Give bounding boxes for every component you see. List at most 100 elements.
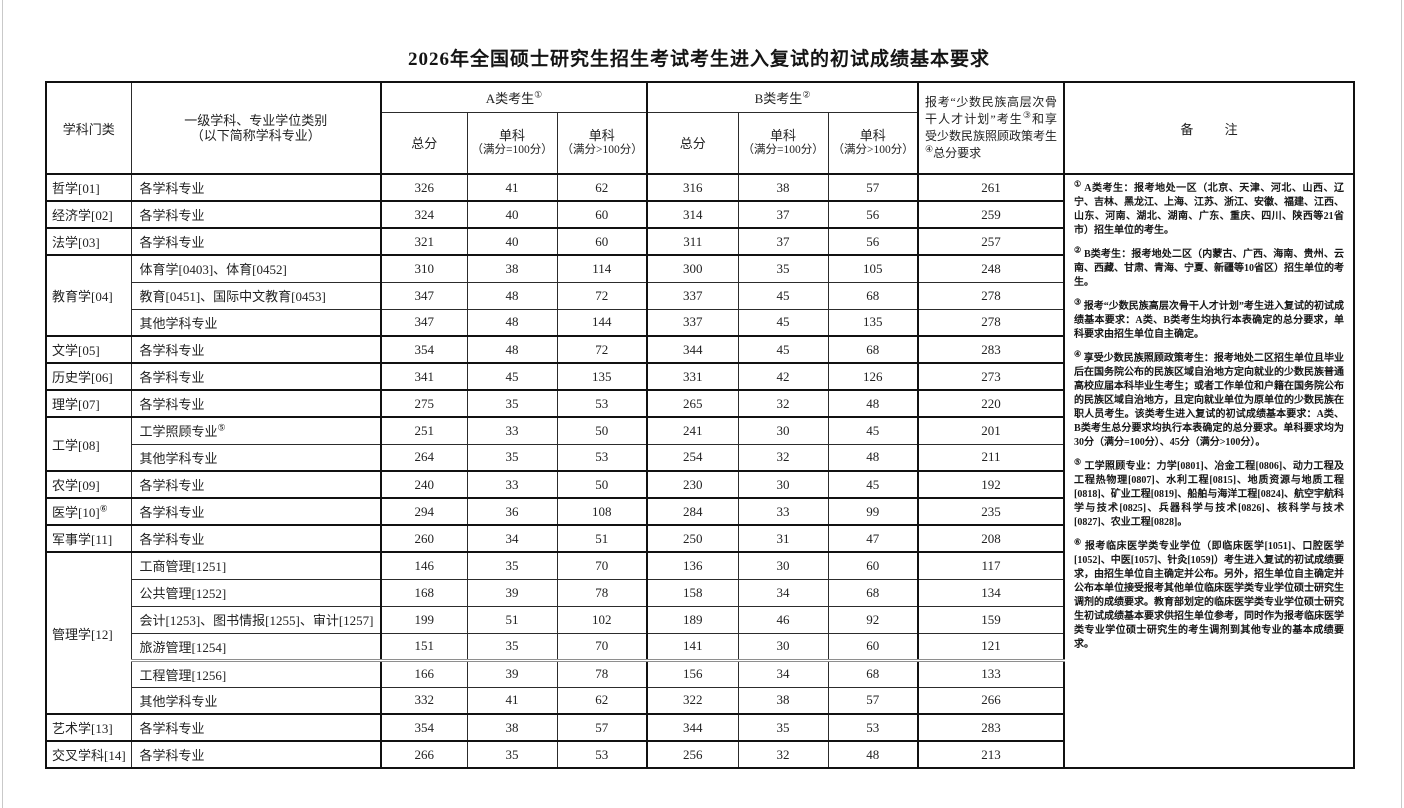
- single-eq100-sub: （满分=100分）: [471, 143, 553, 156]
- header-a-single-gt100: 单科 （满分>100分）: [556, 111, 648, 175]
- b-single-eq100-cell-text: 30: [776, 638, 790, 653]
- a-single-gt100-cell-text: 114: [592, 260, 612, 276]
- b-total-cell-text: 141: [683, 638, 703, 653]
- b-single-gt100-cell: 105: [827, 254, 919, 283]
- minority-total-cell: 257: [917, 227, 1065, 256]
- b-total-cell: 254: [646, 443, 739, 472]
- major-cell: 工程管理[1256]: [130, 658, 382, 688]
- b-total-cell-text: 322: [683, 692, 703, 708]
- minority-total-cell: 259: [917, 200, 1065, 229]
- b-total-cell: 230: [646, 470, 739, 499]
- single-label: 单科: [588, 127, 615, 143]
- a-single-eq100-cell: 35: [466, 389, 558, 418]
- minority-total-cell: 266: [917, 686, 1065, 715]
- note-paragraph: ⑤ 工学照顾专业：力学[0801]、冶金工程[0806]、动力工程及工程热物理[…: [1074, 457, 1345, 528]
- a-single-gt100-cell-text: 78: [595, 584, 609, 600]
- a-single-gt100-cell: 53: [556, 443, 648, 472]
- b-total-cell: 156: [646, 658, 739, 688]
- a-total-cell: 347: [380, 281, 468, 310]
- b-single-gt100-cell-text: 92: [866, 611, 880, 627]
- b-total-cell: 344: [646, 713, 739, 742]
- b-total-cell-text: 158: [683, 584, 703, 600]
- major-cell-text: 公共管理[1252]: [139, 586, 227, 601]
- a-total-cell-text: 326: [414, 179, 435, 195]
- b-single-gt100-cell: 48: [827, 740, 919, 769]
- a-total-cell-text: 310: [414, 260, 435, 276]
- major-cell-text: 体育学[0403]、体育[0452]: [139, 262, 287, 278]
- minority-total-cell-text: 117: [981, 557, 1001, 573]
- header-discipline-line1: 一级学科、专业学位类别: [184, 113, 328, 128]
- b-single-eq100-cell-text: 33: [776, 503, 790, 519]
- minority-total-cell: 201: [917, 416, 1065, 445]
- category-cell-text: 教育学[04]: [52, 289, 113, 304]
- minority-total-cell-text: 133: [981, 666, 1001, 681]
- category-cell: 法学[03]: [45, 227, 132, 256]
- b-total-cell-text: 337: [683, 287, 703, 303]
- minority-total-cell-text: 248: [981, 260, 1001, 276]
- b-single-gt100-cell-text: 45: [866, 476, 880, 492]
- a-single-gt100-cell: 60: [556, 227, 648, 256]
- a-total-cell-text: 168: [414, 584, 435, 600]
- a-total-cell: 294: [380, 497, 468, 526]
- b-total-cell: 311: [646, 227, 739, 256]
- major-cell: 各学科专业: [130, 470, 382, 499]
- b-total-cell-text: 314: [683, 206, 703, 222]
- a-single-gt100-cell: 50: [556, 470, 648, 499]
- a-single-gt100-cell-text: 70: [595, 557, 609, 573]
- a-total-cell-text: 354: [414, 719, 435, 735]
- category-cell-text: 经济学[02]: [52, 208, 113, 223]
- major-cell-text: 各学科专业: [139, 478, 205, 493]
- a-single-eq100-cell-text: 36: [505, 503, 519, 519]
- a-total-cell: 321: [380, 227, 468, 256]
- b-single-eq100-cell-text: 34: [776, 584, 790, 600]
- b-single-gt100-cell-text: 99: [866, 503, 880, 519]
- b-single-eq100-cell: 30: [737, 551, 829, 580]
- b-single-eq100-cell-text: 38: [776, 692, 790, 708]
- major-cell: 公共管理[1252]: [130, 578, 382, 607]
- category-cell: 理学[07]: [45, 389, 132, 418]
- minority-total-cell-text: 278: [981, 314, 1001, 330]
- major-cell-text: 各学科专业: [139, 343, 205, 358]
- a-single-eq100-cell: 36: [466, 497, 558, 526]
- a-single-gt100-cell-text: 53: [595, 395, 609, 411]
- b-single-eq100-cell-text: 30: [776, 557, 790, 573]
- minority-total-cell-text: 208: [981, 530, 1001, 546]
- a-single-eq100-cell-text: 40: [505, 206, 519, 222]
- major-cell-text: 旅游管理[1254]: [139, 639, 227, 655]
- b-single-eq100-cell: 45: [737, 281, 829, 310]
- a-single-gt100-cell: 51: [556, 524, 648, 553]
- category-cell: 经济学[02]: [45, 200, 132, 229]
- major-cell: 教育[0451]、国际中文教育[0453]: [130, 281, 382, 310]
- a-single-gt100-cell-text: 60: [595, 206, 609, 222]
- b-single-gt100-cell-text: 68: [866, 666, 880, 681]
- category-cell: 农学[09]: [45, 470, 132, 499]
- a-single-gt100-cell: 102: [556, 605, 648, 634]
- b-total-cell-text: 284: [683, 503, 703, 519]
- minority-total-cell: 235: [917, 497, 1065, 526]
- b-single-eq100-cell: 46: [737, 605, 829, 634]
- category-cell: 医学[10]⑥: [45, 497, 132, 526]
- b-single-gt100-cell: 48: [827, 443, 919, 472]
- a-total-cell-text: 146: [414, 557, 435, 573]
- category-cell-text: 工学[08]: [52, 437, 100, 453]
- a-single-eq100-cell: 40: [466, 200, 558, 229]
- major-cell: 其他学科专业: [130, 443, 382, 472]
- header-a-total: 总分: [380, 111, 468, 175]
- a-single-gt100-cell-text: 108: [592, 503, 612, 519]
- category-cell-text: 法学[03]: [52, 235, 100, 250]
- a-single-eq100-cell-text: 39: [505, 584, 519, 600]
- major-cell-text: 教育[0451]、国际中文教育[0453]: [139, 289, 326, 304]
- major-cell: 工学照顾专业⑤: [130, 416, 382, 445]
- b-single-eq100-cell: 32: [737, 740, 829, 769]
- a-single-gt100-cell-text: 57: [595, 719, 609, 735]
- note-footnote-mark: ①: [1074, 179, 1082, 189]
- category-cell-text: 文学[05]: [52, 343, 100, 358]
- a-total-cell: 347: [380, 308, 468, 337]
- a-single-eq100-cell: 35: [466, 443, 558, 472]
- major-cell: 各学科专业: [130, 335, 382, 364]
- major-cell-text: 其他学科专业: [139, 315, 218, 331]
- minority-total-cell: 248: [917, 254, 1065, 283]
- a-single-gt100-cell-text: 62: [595, 179, 609, 195]
- major-cell: 工商管理[1251]: [130, 551, 382, 580]
- a-single-eq100-cell: 38: [466, 713, 558, 742]
